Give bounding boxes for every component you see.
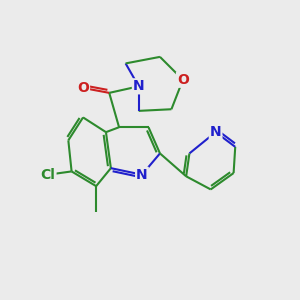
Text: N: N <box>210 125 221 139</box>
Text: N: N <box>133 79 145 93</box>
Text: O: O <box>77 81 89 95</box>
Text: N: N <box>136 168 148 182</box>
Text: Cl: Cl <box>40 168 56 182</box>
Text: O: O <box>177 73 189 87</box>
